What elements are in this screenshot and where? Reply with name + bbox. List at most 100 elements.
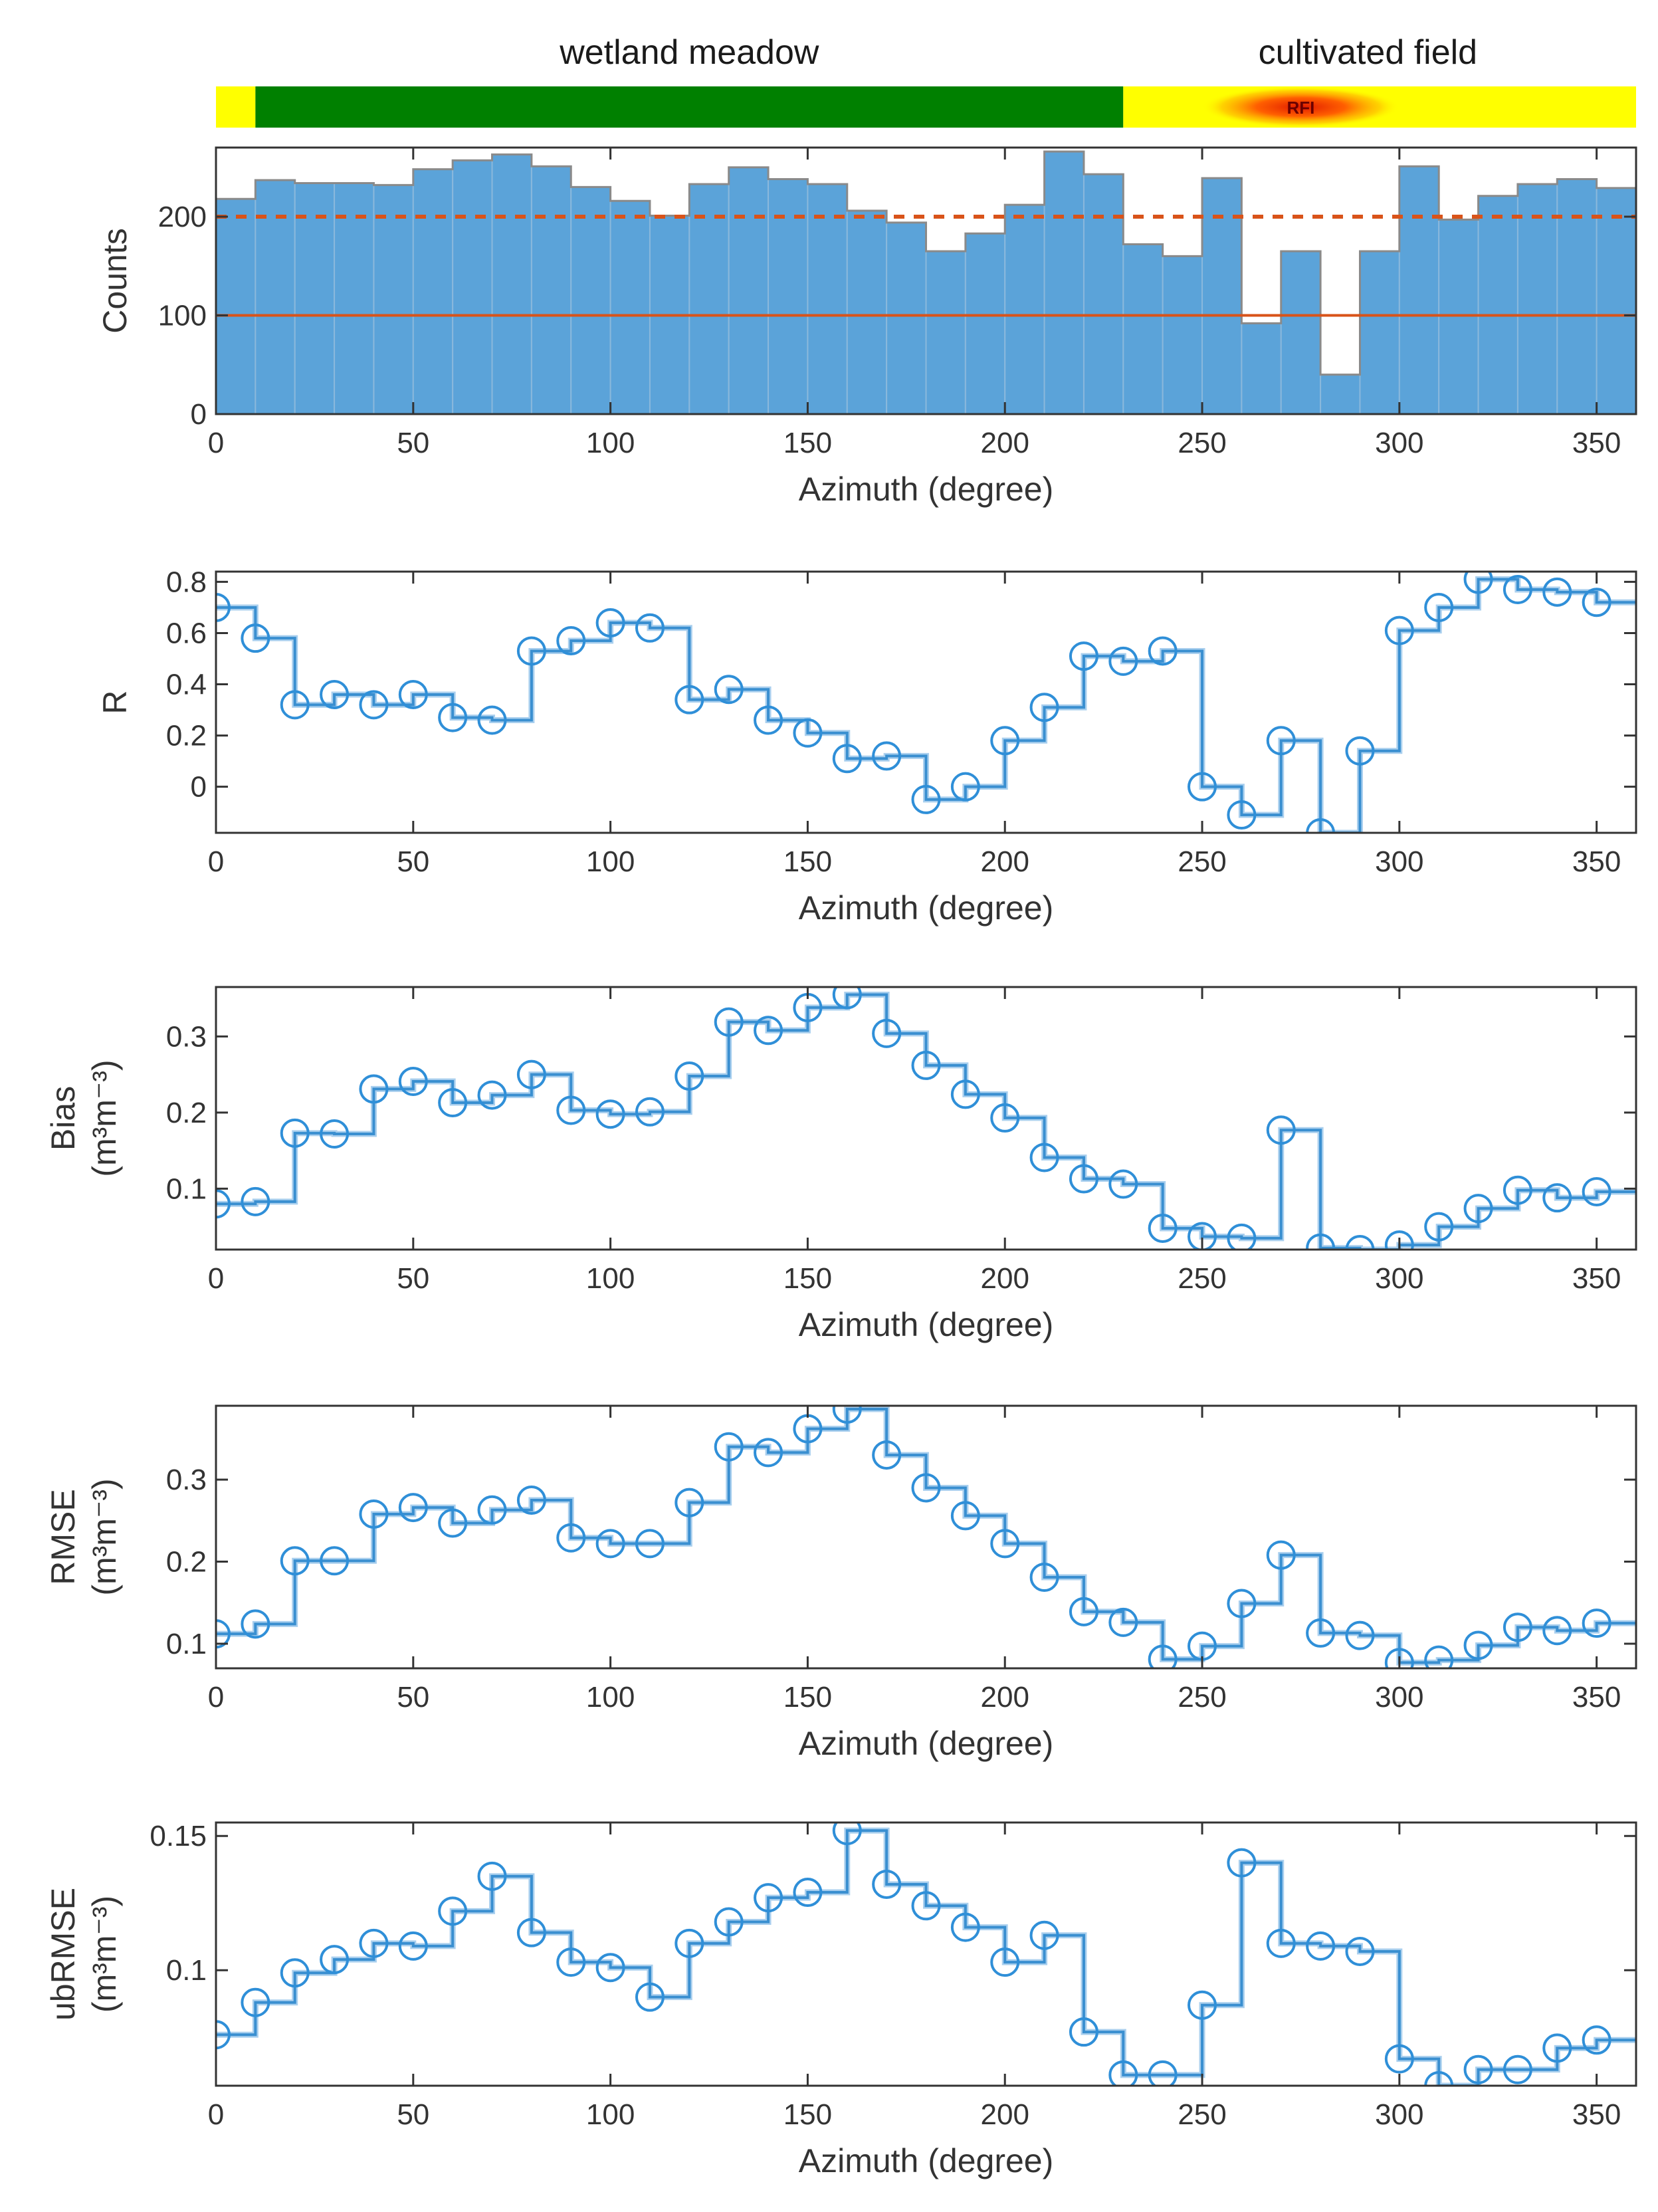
bias-marker [556, 1095, 586, 1125]
rmse-marker [241, 1609, 270, 1639]
bias-marker [1188, 1222, 1217, 1250]
count-bar [688, 183, 730, 414]
R-marker [1029, 693, 1059, 722]
ubrmse-marker [1503, 2054, 1532, 2084]
bias-marker [398, 1066, 428, 1096]
count-bar [1241, 322, 1282, 414]
bias-marker [1029, 1143, 1059, 1172]
ubrmse-marker [674, 1928, 704, 1958]
x-tick-label: 350 [1572, 1262, 1621, 1295]
x-tick-label: 250 [1178, 427, 1226, 459]
rmse-y-axis-label-1: (m³m⁻³) [86, 1478, 123, 1595]
x-tick-label: 350 [1572, 1681, 1621, 1714]
ubrmse-marker [872, 1869, 902, 1899]
bias-marker [1424, 1212, 1454, 1242]
x-tick-label: 0 [208, 845, 224, 878]
rmse-marker [595, 1529, 625, 1559]
x-tick-label: 350 [1572, 845, 1621, 878]
x-tick-label: 0 [208, 427, 224, 459]
count-bar [609, 200, 651, 414]
rmse-step-shadow [216, 1406, 1636, 1666]
ubrmse-axes-box [215, 1821, 1637, 2087]
bias-marker [1306, 1233, 1336, 1250]
R-x-axis-label: Azimuth (degree) [799, 889, 1054, 927]
bias-marker [477, 1080, 507, 1110]
rmse-marker [950, 1501, 980, 1531]
y-tick-label: 0.4 [166, 669, 207, 701]
x-tick-label: 200 [981, 845, 1029, 878]
x-tick-label: 200 [981, 2098, 1029, 2131]
R-marker [990, 726, 1020, 756]
x-tick-label: 50 [397, 1262, 429, 1295]
rmse-marker [1108, 1607, 1138, 1637]
x-tick-label: 100 [586, 845, 635, 878]
ubrmse-marker [1029, 1920, 1059, 1950]
ubrmse-marker [1108, 2060, 1138, 2086]
rmse-marker [1266, 1540, 1296, 1570]
ubrmse-marker [359, 1928, 389, 1958]
R-plot-area [216, 572, 1636, 833]
count-bar [1083, 173, 1124, 414]
rmse-marker [556, 1523, 586, 1553]
y-tick-label: 0.3 [166, 1464, 207, 1496]
R-marker [516, 636, 546, 666]
x-tick-label: 50 [397, 845, 429, 878]
ubrmse-step-line [216, 1829, 1636, 2086]
R-marker [216, 592, 231, 622]
x-tick-label: 150 [783, 1681, 832, 1714]
R-marker [1503, 574, 1532, 604]
ubrmse-marker [320, 1945, 350, 1975]
landcover-segment-0 [216, 86, 256, 128]
x-tick-label: 250 [1178, 1681, 1226, 1714]
ubrmse-marker [793, 1878, 823, 1908]
ubrmse-marker [477, 1861, 507, 1891]
bias-y-axis-label-1: (m³m⁻³) [86, 1059, 123, 1176]
ubrmse-marker [832, 1823, 862, 1846]
R-step-line [216, 578, 1636, 833]
R-marker [1463, 572, 1493, 594]
x-tick-label: 0 [208, 1681, 224, 1714]
ubrmse-marker [398, 1931, 428, 1961]
bias-marker [990, 1103, 1020, 1133]
count-bar [846, 210, 888, 414]
count-bar [1280, 250, 1322, 414]
x-tick-label: 0 [208, 1262, 224, 1295]
rmse-marker [1306, 1618, 1336, 1648]
y-tick-label: 0.6 [166, 617, 207, 649]
count-bar [1201, 177, 1243, 414]
bias-marker [359, 1074, 389, 1104]
bias-marker [216, 1189, 231, 1219]
ubrmse-marker [216, 2020, 231, 2050]
count-bar [1122, 243, 1164, 414]
count-bar [768, 178, 809, 414]
y-tick-label: 0 [191, 771, 207, 804]
rmse-x-axis-label: Azimuth (degree) [799, 1725, 1054, 1762]
count-bar [925, 250, 966, 414]
x-tick-label: 250 [1178, 845, 1226, 878]
rmse-marker [714, 1432, 744, 1462]
ubrmse-marker [1306, 1931, 1336, 1961]
y-tick-label: 0.3 [166, 1020, 207, 1053]
ubrmse-marker [1542, 2033, 1572, 2063]
x-tick-label: 300 [1375, 1262, 1423, 1295]
R-marker [1582, 588, 1611, 617]
ubrmse-marker [754, 1883, 783, 1913]
ubrmse-marker [438, 1896, 468, 1926]
bias-marker [320, 1119, 350, 1149]
x-tick-label: 150 [783, 2098, 832, 2131]
x-tick-label: 300 [1375, 1681, 1423, 1714]
counts-axes-box [215, 146, 1637, 415]
x-tick-label: 350 [1572, 2098, 1621, 2131]
bias-marker [1582, 1176, 1611, 1206]
R-marker [438, 703, 468, 732]
rmse-marker [359, 1499, 389, 1529]
x-tick-label: 100 [586, 1262, 635, 1295]
bias-marker [950, 1079, 980, 1109]
bias-axes-box [215, 986, 1637, 1251]
rmse-marker [1069, 1597, 1098, 1626]
bias-step-line [216, 993, 1636, 1250]
bias-marker [1463, 1194, 1493, 1224]
bias-y-axis-label-0: Bias [45, 1086, 82, 1151]
rmse-marker [1345, 1620, 1375, 1650]
rmse-marker [477, 1495, 507, 1525]
